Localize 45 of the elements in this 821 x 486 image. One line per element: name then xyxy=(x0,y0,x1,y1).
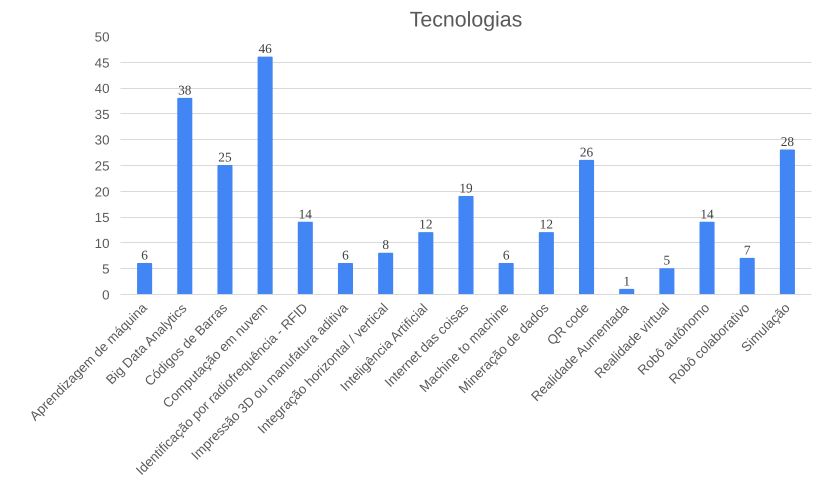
bar xyxy=(578,160,594,294)
bar xyxy=(740,258,755,294)
bar xyxy=(700,222,715,294)
y-tick-label: 30 xyxy=(94,132,110,148)
chart-title: Tecnologias xyxy=(410,8,522,32)
bar xyxy=(458,196,474,294)
bar xyxy=(538,232,554,294)
bar xyxy=(258,56,273,294)
data-label: 6 xyxy=(141,248,148,263)
data-label: 1 xyxy=(623,273,630,288)
bar xyxy=(217,165,232,294)
bar xyxy=(137,263,152,294)
y-tick-label: 20 xyxy=(94,184,110,200)
bar xyxy=(418,232,434,294)
data-label: 5 xyxy=(664,252,671,268)
data-label: 46 xyxy=(258,41,272,56)
y-tick-label: 0 xyxy=(102,288,110,302)
data-label: 28 xyxy=(780,134,794,150)
data-label: 19 xyxy=(459,180,473,196)
bar xyxy=(659,268,674,294)
bar xyxy=(378,252,394,294)
y-tick-label: 5 xyxy=(102,262,110,277)
data-label: 12 xyxy=(419,216,432,232)
data-label: 25 xyxy=(218,150,232,164)
bar xyxy=(338,263,354,294)
bar xyxy=(177,98,192,294)
bar xyxy=(298,222,313,294)
data-label: 7 xyxy=(744,242,751,258)
y-tick-label: 40 xyxy=(94,81,110,96)
data-label: 8 xyxy=(382,237,390,252)
data-label: 14 xyxy=(700,206,714,222)
y-tick-label: 50 xyxy=(94,30,110,44)
data-label: 38 xyxy=(178,82,192,98)
data-label: 26 xyxy=(580,144,594,160)
y-tick-label: 25 xyxy=(94,158,110,174)
data-label: 6 xyxy=(342,248,350,263)
data-label: 6 xyxy=(502,248,510,263)
y-tick-label: 45 xyxy=(94,55,110,70)
y-tick-label: 35 xyxy=(94,106,110,122)
bar xyxy=(498,263,514,294)
y-tick-label: 10 xyxy=(94,236,110,251)
bar xyxy=(780,150,795,294)
data-label: 12 xyxy=(540,216,554,232)
y-tick-label: 15 xyxy=(94,210,110,226)
data-label: 14 xyxy=(298,206,312,222)
